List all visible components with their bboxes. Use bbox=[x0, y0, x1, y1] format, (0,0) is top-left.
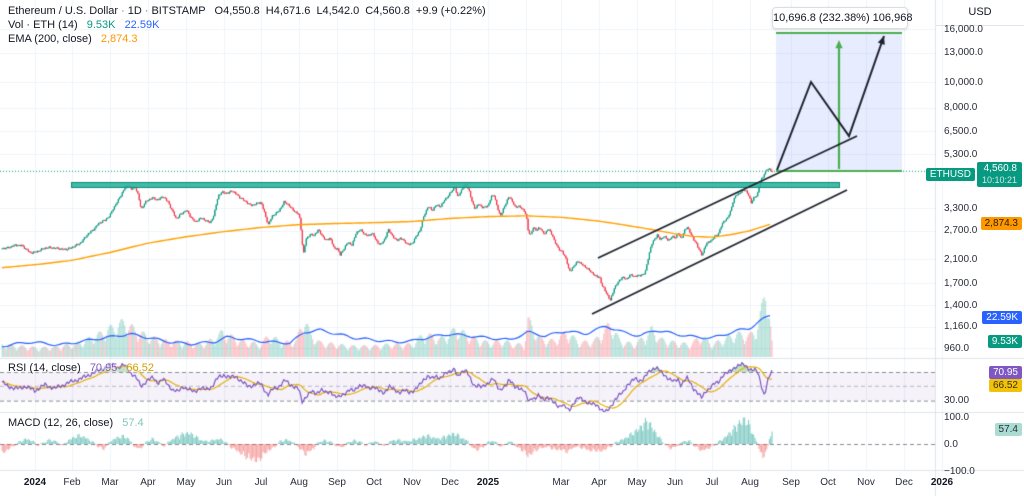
price-tick-label: 16,000.0 bbox=[944, 23, 983, 35]
last-price-value: 4,560.8 bbox=[983, 163, 1017, 174]
time-axis-month-label: Apr bbox=[591, 477, 607, 488]
volume-ma-badge: 22.59K bbox=[982, 311, 1022, 324]
volume-ma-value: 22.59K bbox=[124, 19, 160, 31]
time-axis-month-label: May bbox=[176, 477, 196, 488]
price-tick-label: −100.0 bbox=[944, 465, 975, 477]
price-tick-label: 2,700.0 bbox=[944, 225, 978, 237]
price-tick-label: 1,400.0 bbox=[944, 299, 978, 311]
change-label: +9.9 (+0.22%) bbox=[415, 5, 486, 17]
volume-value: 9.53K bbox=[86, 19, 116, 31]
ema-row: EMA (200, close) 2,874.3 bbox=[8, 32, 486, 46]
price-tick-label: 1,700.0 bbox=[944, 277, 978, 289]
time-axis-month-label: Jul bbox=[705, 477, 719, 488]
time-axis-month-label: Aug bbox=[741, 477, 759, 488]
last-price-box: 4,560.8 10:10:21 bbox=[976, 162, 1022, 187]
time-axis-month-label: Aug bbox=[290, 477, 308, 488]
time-axis[interactable]: 2024 Feb Mar Apr May Jun Jul Aug Sep Oct Nov Dec 202… bbox=[0, 471, 1024, 496]
price-tick-label: 6,500.0 bbox=[944, 125, 978, 137]
currency-header[interactable]: USD bbox=[936, 0, 1024, 26]
separator-dot: · bbox=[121, 5, 125, 17]
time-axis-year-label: 2025 bbox=[476, 477, 500, 488]
price-scale[interactable]: USD 16,000.0 13,000.0 10,000.0 8,000.0 6,500… bbox=[925, 0, 1024, 496]
price-tick-label: 10,000.0 bbox=[944, 76, 983, 88]
time-axis-month-label: Mar bbox=[552, 477, 570, 488]
separator-dot: · bbox=[144, 5, 149, 17]
time-axis-month-label: Jun bbox=[215, 477, 233, 488]
time-axis-month-label: Sep bbox=[782, 477, 800, 488]
volume-indicator-label[interactable]: Vol · ETH (14) bbox=[8, 19, 78, 31]
time-axis-month-label: Sep bbox=[328, 477, 346, 488]
time-axis-month-label: Nov bbox=[403, 477, 421, 488]
rsi-ma-badge: 66.52 bbox=[988, 379, 1022, 392]
projection-target-label[interactable]: 10,696.8 (232.38%) 106,968 bbox=[772, 7, 912, 29]
ohlc-open: O4,550.8 bbox=[214, 5, 260, 17]
time-axis-month-label: Oct bbox=[366, 477, 382, 488]
volume-row: Vol · ETH (14) 9.53K 22.59K bbox=[8, 18, 486, 32]
price-tick-label: 0.0 bbox=[944, 438, 958, 450]
ohlc-low: L4,542.0 bbox=[316, 5, 360, 17]
time-axis-month-label: Jul bbox=[254, 477, 268, 488]
time-axis-month-label: Apr bbox=[140, 477, 156, 488]
ohlc-values: O4,550.8 H4,671.6 L4,542.0 C4,560.8 +9.9 (+0… bbox=[209, 5, 486, 17]
ema-price-badge: 2,874.3 bbox=[980, 217, 1022, 230]
time-axis-month-label: Oct bbox=[820, 477, 836, 488]
time-axis-month-label: Dec bbox=[441, 477, 459, 488]
ohlc-close: C4,560.8 bbox=[365, 5, 410, 17]
macd-value: 57.4 bbox=[122, 417, 144, 429]
time-axis-year-label: 2026 bbox=[930, 477, 954, 488]
time-axis-year-label: 2024 bbox=[23, 477, 47, 488]
price-tick-label: 5,300.0 bbox=[944, 148, 978, 160]
ema-indicator-label[interactable]: EMA (200, close) bbox=[8, 33, 92, 45]
time-axis-month-label: Dec bbox=[895, 477, 913, 488]
ema-value: 2,874.3 bbox=[100, 33, 138, 45]
legend: Ethereum / U.S. Dollar · 1D · BITSTAMP O4,55… bbox=[8, 4, 486, 46]
time-axis-month-label: May bbox=[627, 477, 647, 488]
symbol-price-badge: ETHUSD 4,560.8 10:10:21 bbox=[925, 162, 1022, 187]
interval-label[interactable]: 1D bbox=[127, 5, 142, 17]
price-tick-label: 30.00 bbox=[944, 395, 970, 407]
time-axis-month-label: Nov bbox=[857, 477, 875, 488]
price-tick-label: 3,300.0 bbox=[944, 202, 978, 214]
price-tick-label: 960.0 bbox=[944, 342, 970, 354]
exchange-label[interactable]: BITSTAMP bbox=[151, 5, 206, 17]
bar-countdown: 10:10:21 bbox=[981, 175, 1017, 185]
rsi-value-badge: 70.95 bbox=[988, 366, 1022, 379]
price-tick-label: 13,000.0 bbox=[944, 47, 983, 59]
volume-value-badge: 9.53K bbox=[987, 335, 1022, 348]
macd-pane-label: MACD (12, 26, close) 57.4 bbox=[8, 417, 144, 429]
rsi-pane-label: RSI (14, close) 70.95 66.52 bbox=[8, 362, 154, 374]
symbol-tag: ETHUSD bbox=[925, 168, 975, 181]
ohlc-high: H4,671.6 bbox=[265, 5, 311, 17]
rsi-value: 70.95 bbox=[89, 362, 118, 374]
rsi-indicator-label[interactable]: RSI (14, close) bbox=[8, 362, 81, 374]
rsi-ma-value: 66.52 bbox=[126, 362, 154, 374]
macd-value-badge: 57.4 bbox=[994, 423, 1022, 436]
price-tick-label: 2,100.0 bbox=[944, 253, 978, 265]
symbol-title[interactable]: Ethereum / U.S. Dollar bbox=[8, 5, 119, 17]
symbol-row: Ethereum / U.S. Dollar · 1D · BITSTAMP O4,55… bbox=[8, 4, 486, 18]
price-tick-label: 100.0 bbox=[944, 411, 970, 423]
price-tick-label: 1,160.0 bbox=[944, 321, 978, 333]
price-tick-label: 8,000.0 bbox=[944, 102, 978, 114]
macd-indicator-label[interactable]: MACD (12, 26, close) bbox=[8, 417, 114, 429]
time-axis-month-label: Feb bbox=[63, 477, 81, 488]
time-axis-month-label: Mar bbox=[101, 477, 119, 488]
time-axis-month-label: Jun bbox=[666, 477, 684, 488]
